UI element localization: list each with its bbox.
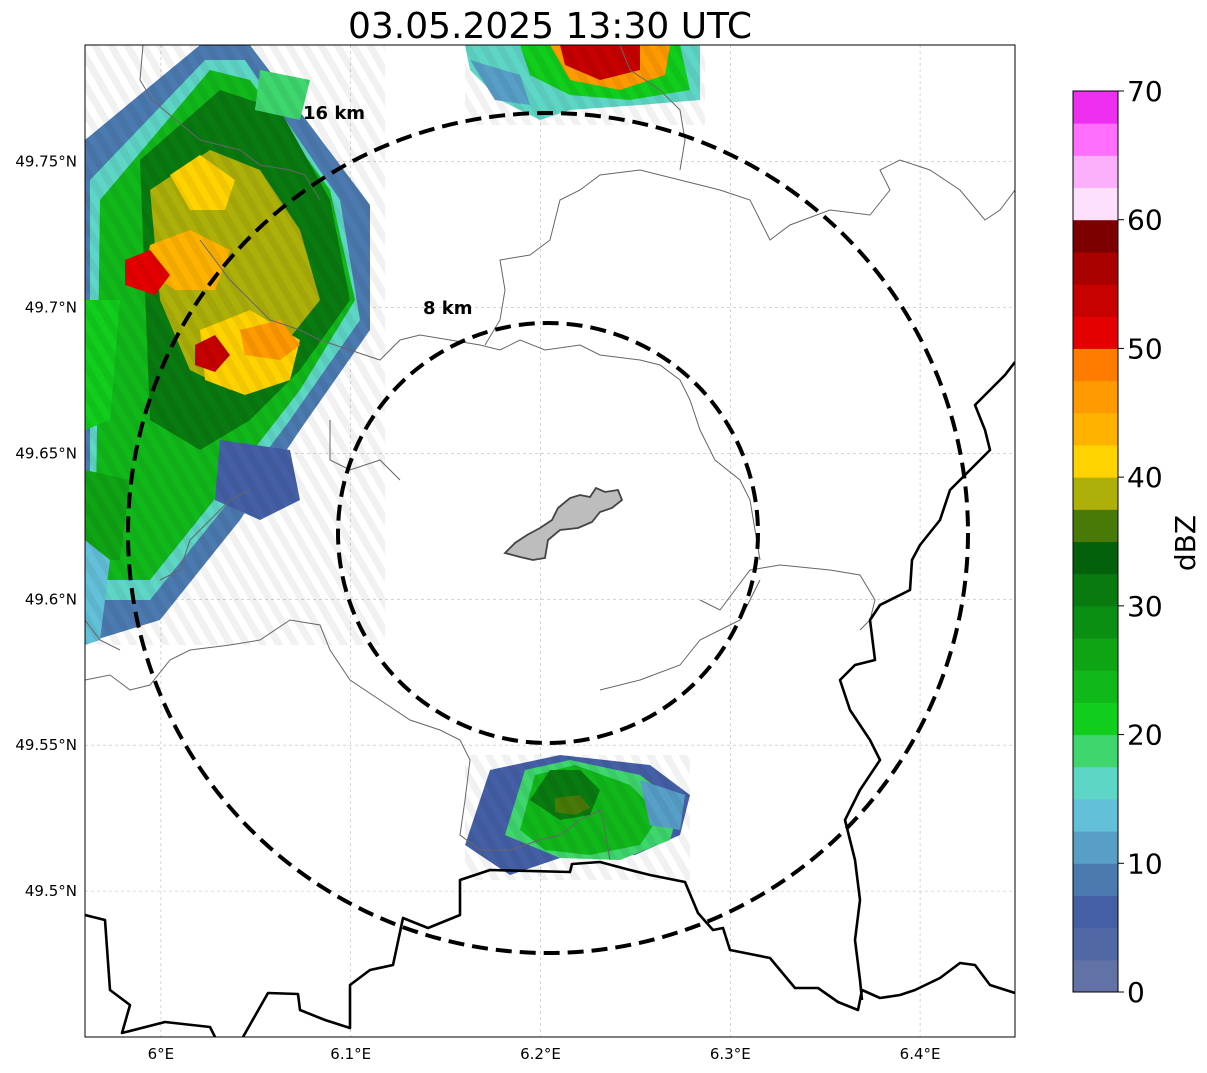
lat-tick-label: 49.6°N	[25, 590, 77, 608]
colorbar-swatch	[1073, 284, 1118, 317]
lon-tick-label: 6.1°E	[330, 1045, 371, 1063]
colorbar-tick-label: 60	[1127, 204, 1163, 237]
colorbar-swatch	[1073, 219, 1118, 253]
colorbar-tick-label: 30	[1127, 590, 1163, 623]
colorbar-swatch	[1073, 573, 1118, 607]
colorbar-swatch	[1073, 251, 1118, 285]
lat-tick-label: 49.5°N	[25, 882, 77, 900]
colorbar-swatch	[1073, 316, 1118, 349]
range-label-8km: 8 km	[423, 298, 473, 319]
colorbar-swatch	[1073, 734, 1118, 768]
echo-cell-north	[465, 45, 705, 125]
colorbar-swatch	[1073, 509, 1118, 542]
gridlines	[85, 45, 1015, 1037]
colorbar-tick-label: 0	[1127, 976, 1145, 1009]
colorbar-swatches	[1073, 91, 1118, 993]
lon-tick-label: 6.2°E	[520, 1045, 561, 1063]
colorbar-swatch	[1073, 959, 1118, 993]
lat-tick-label: 49.65°N	[15, 444, 77, 462]
colorbar-tick-label: 50	[1127, 332, 1163, 365]
colorbar-swatch	[1073, 831, 1118, 864]
range-ring-8km	[336, 321, 760, 745]
range-ring-16km	[126, 111, 970, 955]
lon-tick-label: 6.3°E	[710, 1045, 751, 1063]
lat-tick-label: 49.55°N	[15, 736, 77, 754]
colorbar-ticks: 0 10 20 30 40 50 60 70	[1118, 75, 1163, 1009]
colorbar-swatch	[1073, 380, 1118, 414]
colorbar-swatch	[1073, 412, 1118, 446]
colorbar-swatch	[1073, 702, 1118, 736]
colorbar-swatch	[1073, 187, 1118, 221]
range-label-16km: 16 km	[303, 103, 365, 124]
colorbar-swatch	[1073, 444, 1118, 478]
range-rings	[126, 111, 970, 955]
colorbar-swatch	[1073, 798, 1118, 832]
colorbar-tick-label: 70	[1127, 75, 1163, 108]
colorbar-swatch	[1073, 155, 1118, 189]
map-panel: 8 km 16 km 6°E 6.1°E 6.2°E 6.3°E 6.4°E 49.75°…	[15, 44, 1016, 1063]
colorbar-swatch	[1073, 670, 1118, 703]
colorbar-swatch	[1073, 766, 1118, 800]
colorbar-tick-label: 40	[1127, 461, 1163, 494]
lon-tick-label: 6.4°E	[900, 1045, 941, 1063]
colorbar-swatch	[1073, 348, 1118, 382]
colorbar-swatch	[1073, 123, 1118, 156]
colorbar-swatch	[1073, 91, 1118, 124]
colorbar-swatch	[1073, 477, 1118, 510]
colorbar-swatch	[1073, 895, 1118, 929]
colorbar: 0 10 20 30 40 50 60 70 dBZ	[1072, 75, 1202, 1009]
echo-cell-south	[465, 755, 690, 880]
colorbar-label: dBZ	[1169, 515, 1202, 571]
colorbar-swatch	[1073, 541, 1118, 575]
lat-tick-label: 49.7°N	[25, 299, 77, 317]
city-polygon	[503, 486, 624, 561]
colorbar-swatch	[1073, 605, 1118, 639]
colorbar-swatch	[1073, 863, 1118, 896]
national-borders	[85, 361, 1015, 1037]
admin-boundaries	[85, 45, 1015, 861]
colorbar-swatch	[1073, 638, 1118, 671]
colorbar-tick-label: 10	[1127, 847, 1163, 880]
colorbar-frame	[1072, 90, 1119, 993]
axis-tick-labels: 6°E 6.1°E 6.2°E 6.3°E 6.4°E 49.75°N 49.7°N 49.6…	[15, 153, 940, 1063]
lat-tick-label: 49.75°N	[15, 153, 77, 171]
colorbar-tick-label: 20	[1127, 719, 1163, 752]
colorbar-swatch	[1073, 927, 1118, 961]
figure-title: 03.05.2025 13:30 UTC	[348, 6, 752, 47]
lon-tick-label: 6°E	[148, 1045, 175, 1063]
map-frame	[84, 44, 1016, 1038]
